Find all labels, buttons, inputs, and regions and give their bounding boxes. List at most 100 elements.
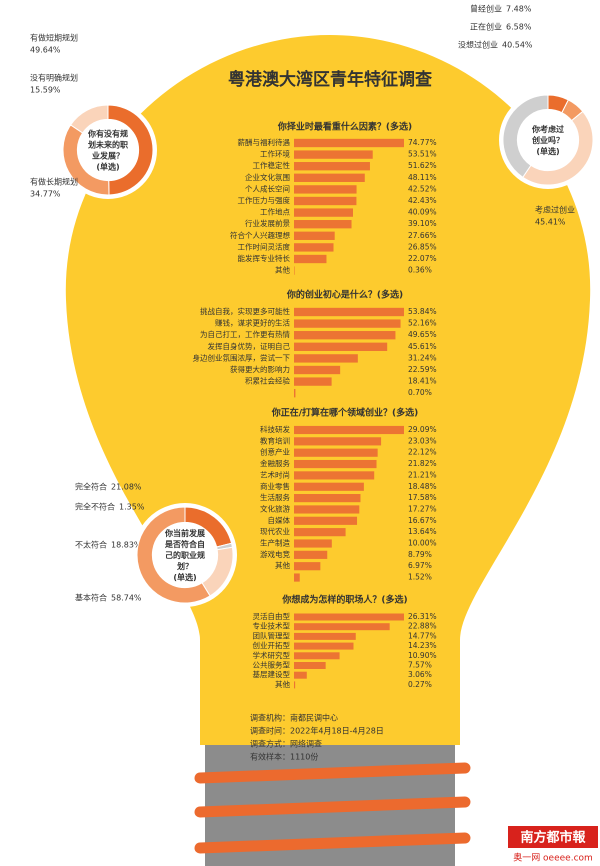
bar-label: 灵活自由型 xyxy=(253,611,291,621)
bar xyxy=(294,196,357,206)
donut-question: 你当前发展是否符合自己的职业规划？(单选) xyxy=(164,528,205,582)
bar-label: 符合个人兴趣理想 xyxy=(230,230,290,240)
bar-value: 31.24% xyxy=(408,353,437,362)
brand-name: 南方都市報 xyxy=(520,830,586,846)
pie-value: 15.59% xyxy=(30,86,61,95)
survey-note: 调查方式：网络调查 xyxy=(250,739,322,749)
bar-label: 为自己打工，工作更有热情 xyxy=(200,329,290,339)
bar xyxy=(294,550,328,559)
bar xyxy=(294,389,296,398)
bar xyxy=(294,150,373,159)
pie-label: 没想过创业 xyxy=(458,40,498,50)
bar xyxy=(294,307,404,317)
bar xyxy=(294,471,375,480)
bar-label: 赚钱，谋求更好的生活 xyxy=(215,318,290,328)
bar-label: 生产制造 xyxy=(260,538,290,548)
bar-value: 26.31% xyxy=(408,612,437,621)
bar-value: 26.85% xyxy=(408,242,437,251)
bar-value: 49.65% xyxy=(408,330,437,339)
bar-value: 0.27% xyxy=(408,680,432,689)
bar-value: 48.11% xyxy=(408,173,437,182)
bar xyxy=(294,681,296,689)
bar-label: 公共服务型 xyxy=(253,660,291,670)
bar xyxy=(294,342,388,351)
bar xyxy=(294,528,346,537)
survey-note: 调查时间：2022年4月18日-4月28日 xyxy=(250,726,384,736)
bar-label: 工作地点 xyxy=(260,207,290,217)
bar-value: 16.67% xyxy=(408,516,437,525)
bar-value: 0.70% xyxy=(408,388,432,397)
bar xyxy=(294,494,361,503)
bar-value: 13.64% xyxy=(408,527,437,536)
donut-question: 你有没有规划未来的职业发展？(单选) xyxy=(87,128,128,171)
donut-slice xyxy=(107,104,154,196)
bar xyxy=(294,437,382,446)
bar-label: 创业开拓型 xyxy=(253,640,291,650)
bar-label: 文化旅游 xyxy=(260,503,290,513)
bar xyxy=(294,642,354,650)
bar-label: 薪酬与福利待遇 xyxy=(238,137,291,147)
bar xyxy=(294,331,396,340)
bar-value: 22.07% xyxy=(408,254,437,263)
bar-label: 其他 xyxy=(275,560,290,570)
pie-value: 18.83% xyxy=(111,541,142,550)
pie-value: 1.35% xyxy=(119,503,145,512)
donut-question: 你考虑过创业吗？(单选) xyxy=(531,124,564,156)
bar-value: 0.36% xyxy=(408,266,432,275)
bar-label: 身边创业氛围浓厚，尝试一下 xyxy=(193,352,291,362)
bar-value: 10.90% xyxy=(408,651,437,660)
bar xyxy=(294,516,358,525)
bar-label: 游戏电竞 xyxy=(260,549,290,559)
pie-value: 34.77% xyxy=(30,190,61,199)
bar xyxy=(294,162,370,171)
bar xyxy=(294,266,295,275)
pie-value: 45.41% xyxy=(535,218,566,227)
bar-label: 教育培训 xyxy=(260,435,290,445)
bar xyxy=(294,671,307,679)
bar-label: 自媒体 xyxy=(268,515,291,525)
bar xyxy=(294,662,326,669)
bar-label: 科技研发 xyxy=(260,424,290,434)
pie-value: 21.08% xyxy=(111,483,142,492)
bar-value: 17.27% xyxy=(408,504,437,513)
bar-label: 学术研究型 xyxy=(253,650,291,660)
bar-label: 行业发展前景 xyxy=(245,218,290,228)
bar-chart-title: 你正在/打算在哪个领域创业？(多选) xyxy=(271,407,419,419)
bar xyxy=(294,319,401,328)
bar-label: 金融服务 xyxy=(260,458,290,468)
bar-value: 27.66% xyxy=(408,231,437,240)
base-stripes xyxy=(194,762,471,854)
bar-label: 商业零售 xyxy=(260,481,290,491)
bar xyxy=(294,243,334,252)
bar-value: 45.61% xyxy=(408,342,437,351)
bar-value: 29.09% xyxy=(408,425,437,434)
bar-chart-title: 你想成为怎样的职场人？(多选) xyxy=(281,594,407,606)
bar xyxy=(294,505,360,514)
bar-label: 艺术时尚 xyxy=(260,469,290,479)
bar-value: 21.82% xyxy=(408,459,437,468)
pie-label: 没有明确规划 xyxy=(30,73,78,83)
bar-label: 企业文化氛围 xyxy=(245,172,290,182)
donut-slice xyxy=(502,94,549,178)
pie-value: 58.74% xyxy=(111,594,142,603)
bar-value: 23.03% xyxy=(408,436,437,445)
bar-label: 工作时间灵活度 xyxy=(238,241,291,251)
bar-value: 53.84% xyxy=(408,307,437,316)
pie-value: 7.48% xyxy=(506,5,532,14)
pie-label: 完全符合 xyxy=(75,482,107,492)
bar-label: 基层建设型 xyxy=(253,669,291,679)
bar xyxy=(294,482,364,491)
bar-value: 22.59% xyxy=(408,365,437,374)
bar xyxy=(294,562,321,571)
pie-label: 有做短期规划 xyxy=(30,33,78,43)
bar xyxy=(294,573,300,582)
bar-value: 53.51% xyxy=(408,150,437,159)
bar-label: 专业技术型 xyxy=(253,621,291,631)
bar-chart-title: 你择业时最看重什么因素？(多选) xyxy=(277,121,412,133)
survey-note: 调查机构：南都民调中心 xyxy=(250,713,338,723)
bar xyxy=(294,613,404,621)
bar xyxy=(294,425,404,435)
pie-value: 49.64% xyxy=(30,46,61,55)
bar xyxy=(294,254,327,264)
